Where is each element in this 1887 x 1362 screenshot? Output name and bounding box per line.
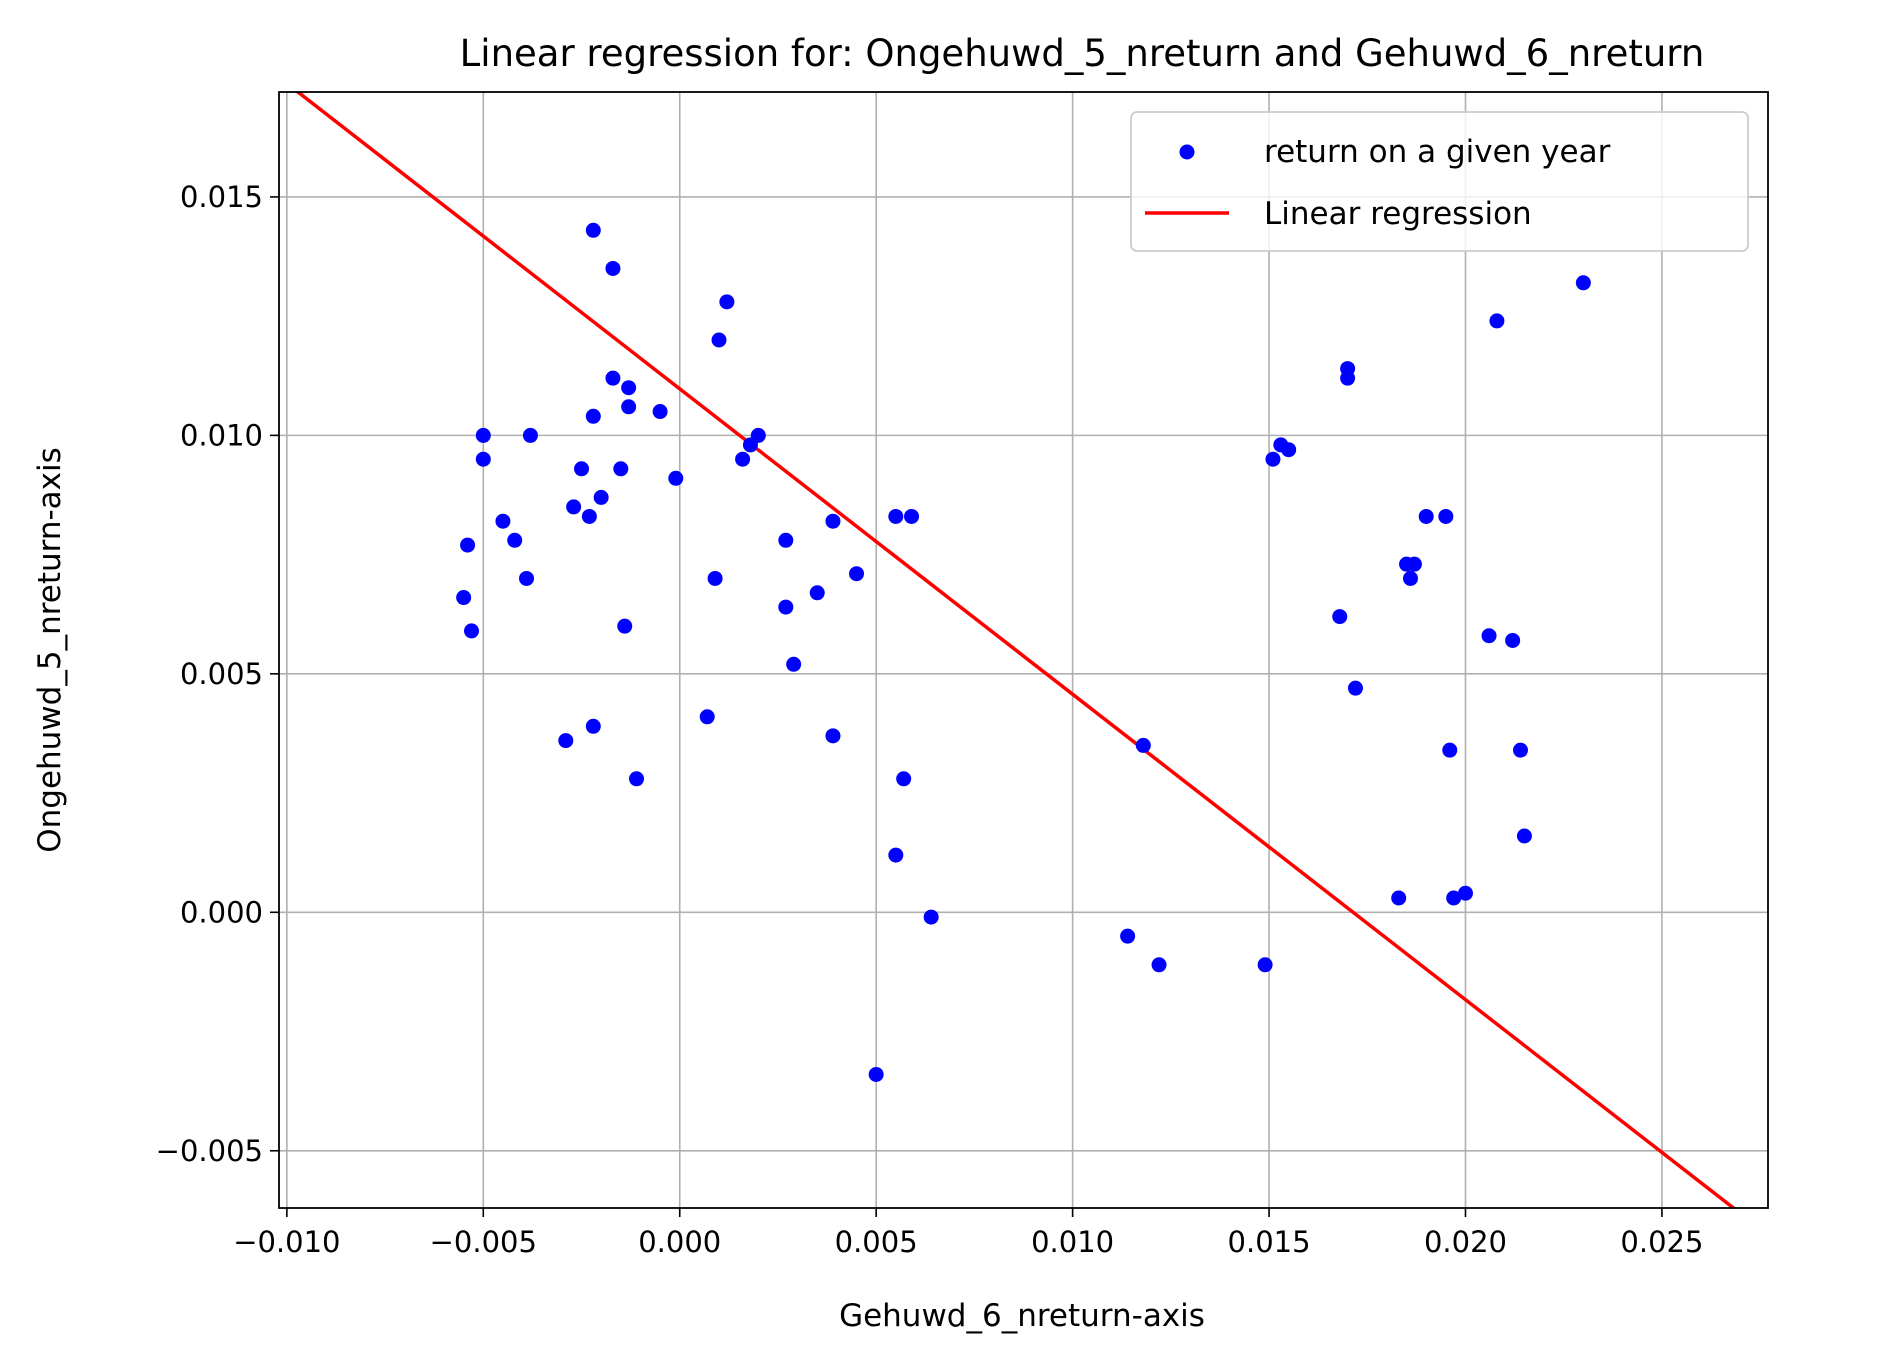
data-point <box>617 618 633 634</box>
data-point <box>1135 737 1151 753</box>
data-point <box>1575 275 1591 291</box>
data-point <box>605 370 621 386</box>
data-point <box>1489 313 1505 329</box>
data-point <box>574 461 590 477</box>
data-point <box>495 513 511 529</box>
data-point <box>1281 442 1297 458</box>
data-point <box>1265 451 1281 467</box>
legend-label-scatter: return on a given year <box>1264 134 1611 170</box>
data-point <box>1442 742 1458 758</box>
data-point <box>778 599 794 615</box>
data-point <box>558 733 574 749</box>
x-tick-label: 0.025 <box>1620 1225 1703 1259</box>
data-point <box>668 470 684 486</box>
data-point <box>1505 632 1521 648</box>
data-point <box>1340 370 1356 386</box>
data-point <box>735 451 751 467</box>
regression-layer <box>295 92 1737 1208</box>
data-point <box>605 260 621 276</box>
data-point <box>923 909 939 925</box>
data-point <box>581 508 597 524</box>
data-point <box>475 427 491 443</box>
data-point <box>888 847 904 863</box>
y-tick-label: 0.000 <box>180 895 263 929</box>
data-point <box>750 427 766 443</box>
chart-title: Linear regression for: Ongehuwd_5_nretur… <box>460 32 1705 75</box>
y-tick-label: 0.010 <box>180 418 263 452</box>
legend: return on a given year Linear regression <box>1130 111 1749 252</box>
data-point <box>621 380 637 396</box>
x-tick-label: 0.005 <box>835 1225 918 1259</box>
data-point <box>1516 828 1532 844</box>
y-tick-label: −0.005 <box>156 1134 263 1168</box>
data-point <box>849 566 865 582</box>
data-point <box>621 399 637 415</box>
data-point <box>566 499 582 515</box>
data-point <box>460 537 476 553</box>
data-point <box>1446 890 1462 906</box>
data-point <box>1257 957 1273 973</box>
x-tick-label: 0.015 <box>1228 1225 1311 1259</box>
x-tick-label: 0.020 <box>1424 1225 1507 1259</box>
data-point <box>585 222 601 238</box>
x-axis-label: Gehuwd_6_nreturn-axis <box>839 1298 1205 1334</box>
data-point <box>1481 628 1497 644</box>
legend-label-line: Linear regression <box>1264 196 1532 232</box>
data-point <box>652 404 668 420</box>
y-axis-ticks: −0.005 0.000 0.005 0.010 0.015 <box>156 180 279 1168</box>
data-point <box>522 427 538 443</box>
data-point <box>868 1066 884 1082</box>
data-point <box>1457 885 1473 901</box>
data-point <box>464 623 480 639</box>
data-point <box>475 451 491 467</box>
regression-line <box>295 92 1737 1208</box>
data-point <box>507 532 523 548</box>
data-point <box>519 570 535 586</box>
data-point <box>825 513 841 529</box>
data-point <box>1418 508 1434 524</box>
data-point <box>711 332 727 348</box>
legend-box <box>1130 111 1749 252</box>
data-point <box>1402 570 1418 586</box>
data-point <box>593 489 609 505</box>
y-axis-label: Ongehuwd_5_nreturn-axis <box>32 447 68 853</box>
data-point <box>707 570 723 586</box>
legend-marker-scatter <box>1179 144 1195 160</box>
data-point <box>825 728 841 744</box>
data-point <box>809 585 825 601</box>
data-point <box>1438 508 1454 524</box>
data-point <box>1512 742 1528 758</box>
scatter-points <box>456 222 1591 1082</box>
plot-frame <box>278 91 1769 1209</box>
data-point <box>1332 609 1348 625</box>
data-point <box>699 709 715 725</box>
data-point <box>904 508 920 524</box>
x-tick-label: 0.000 <box>638 1225 721 1259</box>
data-point <box>585 408 601 424</box>
data-point <box>896 771 912 787</box>
y-tick-label: 0.005 <box>180 657 263 691</box>
data-point <box>778 532 794 548</box>
data-point <box>613 461 629 477</box>
x-axis-ticks: −0.010 −0.005 0.000 0.005 0.010 0.015 0.020 0.0… <box>233 1208 1703 1259</box>
x-tick-label: 0.010 <box>1031 1225 1114 1259</box>
data-point <box>719 294 735 310</box>
data-point <box>629 771 645 787</box>
data-point <box>1391 890 1407 906</box>
data-point <box>786 656 802 672</box>
data-point <box>456 590 472 606</box>
data-point <box>585 718 601 734</box>
y-tick-label: 0.015 <box>180 180 263 214</box>
grid-lines <box>279 92 1768 1208</box>
data-point <box>888 508 904 524</box>
data-point <box>1347 680 1363 696</box>
x-tick-label: −0.010 <box>233 1225 340 1259</box>
data-point <box>1120 928 1136 944</box>
data-point <box>1406 556 1422 572</box>
data-point <box>1151 957 1167 973</box>
x-tick-label: −0.005 <box>430 1225 537 1259</box>
